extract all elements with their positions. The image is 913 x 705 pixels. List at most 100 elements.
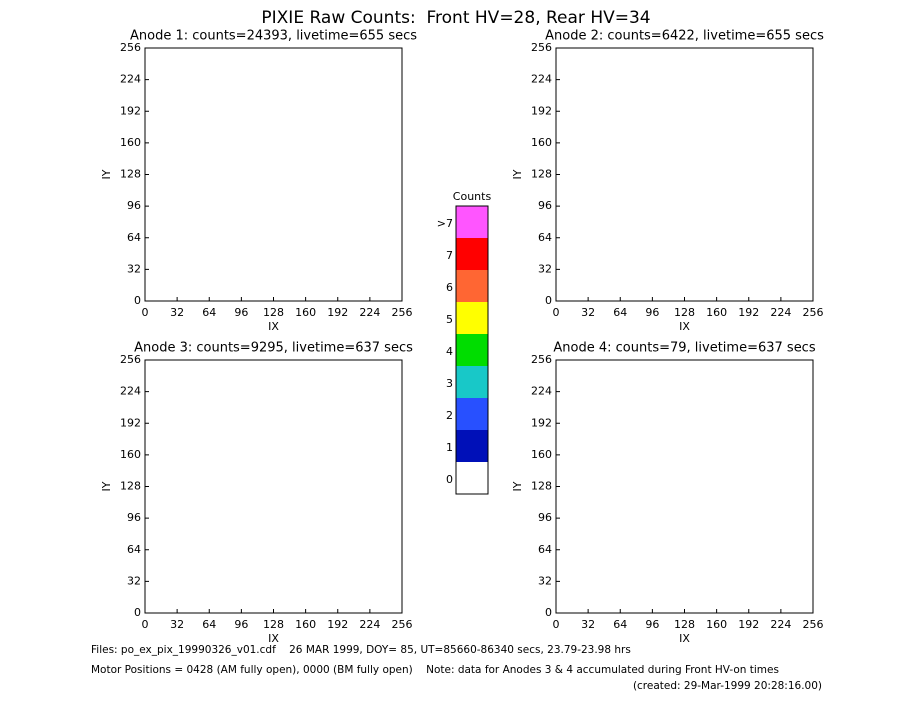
y-tick-label: 256 <box>120 353 141 366</box>
footer-files: Files: po_ex_pix_19990326_v01.cdf 26 MAR… <box>91 644 631 656</box>
y-tick-label: 160 <box>531 448 552 461</box>
x-tick-label: 160 <box>706 618 727 631</box>
y-tick-label: 224 <box>120 73 141 86</box>
x-tick-label: 256 <box>392 306 413 319</box>
y-tick-label: 128 <box>120 168 141 181</box>
x-tick-label: 0 <box>553 306 560 319</box>
y-axis-label: IY <box>511 481 524 491</box>
colorbar-label: 3 <box>446 377 453 390</box>
colorbar-label: 2 <box>446 409 453 422</box>
y-tick-label: 128 <box>531 168 552 181</box>
x-tick-label: 256 <box>803 618 824 631</box>
y-axis-label: IY <box>511 169 524 179</box>
x-tick-label: 128 <box>263 618 284 631</box>
x-tick-label: 128 <box>674 618 695 631</box>
y-tick-label: 0 <box>134 294 141 307</box>
x-tick-label: 224 <box>359 306 380 319</box>
x-tick-label: 96 <box>645 618 659 631</box>
y-tick-label: 192 <box>120 104 141 117</box>
x-axis-label: IX <box>679 320 690 333</box>
colorbar-label: 6 <box>446 281 453 294</box>
y-tick-label: 224 <box>531 385 552 398</box>
colorbar-title: Counts <box>453 190 492 203</box>
x-tick-label: 96 <box>645 306 659 319</box>
y-axis-label: IY <box>100 169 113 179</box>
y-tick-label: 32 <box>538 262 552 275</box>
y-tick-label: 160 <box>120 448 141 461</box>
x-tick-label: 224 <box>359 618 380 631</box>
plot-frame <box>144 47 403 302</box>
y-tick-label: 0 <box>545 606 552 619</box>
colorbar-swatch <box>456 238 488 270</box>
y-tick-label: 128 <box>531 480 552 493</box>
y-tick-label: 256 <box>120 41 141 54</box>
y-tick-label: 64 <box>127 543 141 556</box>
colorbar-swatch <box>456 366 488 398</box>
y-tick-label: 128 <box>120 480 141 493</box>
x-tick-label: 32 <box>581 618 595 631</box>
x-tick-label: 160 <box>295 306 316 319</box>
panel-title: Anode 3: counts=9295, livetime=637 secs <box>134 341 413 356</box>
x-tick-label: 32 <box>170 618 184 631</box>
plot-frame <box>555 359 814 614</box>
y-tick-label: 64 <box>538 231 552 244</box>
y-tick-label: 96 <box>127 511 141 524</box>
x-tick-label: 64 <box>202 618 216 631</box>
footer-created: (created: 29-Mar-1999 20:28:16.00) <box>633 680 822 692</box>
y-tick-label: 160 <box>120 136 141 149</box>
colorbar-swatch <box>456 334 488 366</box>
x-tick-label: 224 <box>770 618 791 631</box>
colorbar-label: 0 <box>446 473 453 486</box>
y-tick-label: 96 <box>538 511 552 524</box>
y-tick-label: 192 <box>531 416 552 429</box>
y-tick-label: 192 <box>120 416 141 429</box>
colorbar-swatch <box>456 206 488 238</box>
panel-title: Anode 4: counts=79, livetime=637 secs <box>553 341 815 356</box>
x-tick-label: 0 <box>553 618 560 631</box>
x-tick-label: 192 <box>738 618 759 631</box>
x-axis-label: IX <box>679 632 690 645</box>
colorbar-swatch <box>456 270 488 302</box>
x-tick-label: 224 <box>770 306 791 319</box>
x-tick-label: 96 <box>234 306 248 319</box>
x-tick-label: 96 <box>234 618 248 631</box>
x-tick-label: 64 <box>613 618 627 631</box>
y-tick-label: 96 <box>538 199 552 212</box>
x-tick-label: 192 <box>738 306 759 319</box>
x-tick-label: 32 <box>170 306 184 319</box>
y-tick-label: 256 <box>531 41 552 54</box>
x-tick-label: 64 <box>613 306 627 319</box>
colorbar-swatch <box>456 302 488 334</box>
colorbar-swatch <box>456 398 488 430</box>
x-tick-label: 256 <box>392 618 413 631</box>
colorbar-frame <box>455 205 489 495</box>
y-tick-label: 32 <box>127 262 141 275</box>
y-axis-label: IY <box>100 481 113 491</box>
x-tick-label: 192 <box>327 306 348 319</box>
colorbar-label: 5 <box>446 313 453 326</box>
x-tick-label: 32 <box>581 306 595 319</box>
colorbar-label: 7 <box>446 249 453 262</box>
footer-motor: Motor Positions = 0428 (AM fully open), … <box>91 664 779 676</box>
colorbar-label: 1 <box>446 441 453 454</box>
y-tick-label: 0 <box>134 606 141 619</box>
y-tick-label: 256 <box>531 353 552 366</box>
figure-title: PIXIE Raw Counts: Front HV=28, Rear HV=3… <box>261 8 650 28</box>
colorbar-swatch <box>456 430 488 462</box>
y-tick-label: 32 <box>127 574 141 587</box>
x-tick-label: 192 <box>327 618 348 631</box>
x-axis-label: IX <box>268 632 279 645</box>
x-tick-label: 0 <box>142 306 149 319</box>
y-tick-label: 96 <box>127 199 141 212</box>
panel-title: Anode 2: counts=6422, livetime=655 secs <box>545 29 824 44</box>
colorbar-label: >7 <box>437 217 453 230</box>
y-tick-label: 224 <box>531 73 552 86</box>
colorbar-swatch <box>456 462 488 494</box>
y-tick-label: 192 <box>531 104 552 117</box>
x-tick-label: 160 <box>295 618 316 631</box>
plot-frame <box>144 359 403 614</box>
plot-frame <box>555 47 814 302</box>
x-tick-label: 128 <box>674 306 695 319</box>
y-tick-label: 160 <box>531 136 552 149</box>
